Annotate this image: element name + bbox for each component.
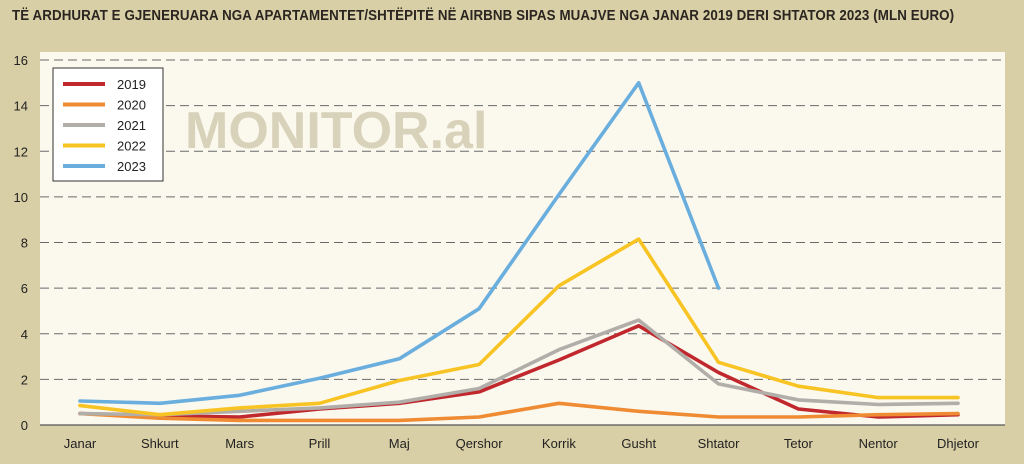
x-tick-label: Korrik [542,436,576,451]
y-tick-label: 6 [21,281,28,296]
y-tick-label: 14 [14,99,28,114]
legend: 2019 2020 2021 2022 2023 [52,67,164,182]
x-tick-label: Mars [225,436,254,451]
series-line-2019 [78,323,960,419]
x-tick-label: Shkurt [141,436,179,451]
x-axis: Janar Shkurt Mars Prill Maj Qershor Korrik Gush… [64,436,980,451]
y-tick-label: 4 [21,327,28,342]
x-tick-label: Qershor [456,436,504,451]
y-tick-label: 16 [14,53,28,68]
x-tick-label: Maj [389,436,410,451]
legend-label: 2022 [117,139,146,154]
plot-area [40,52,1005,425]
chart-title: TË ARDHURAT E GJENERUARA NGA APARTAMENTE… [12,8,955,24]
x-tick-label: Nentor [859,436,899,451]
legend-label: 2019 [117,77,146,92]
y-tick-label: 8 [21,236,28,251]
x-tick-label: Gusht [621,436,656,451]
series-line-2021 [78,318,960,417]
y-axis: 0 2 4 6 8 10 12 14 16 [14,53,28,433]
legend-label: 2021 [117,118,146,133]
x-tick-label: Tetor [784,436,814,451]
watermark-text: MONITOR.al [185,102,487,160]
y-tick-label: 0 [21,418,28,433]
y-tick-label: 10 [14,190,28,205]
x-tick-label: Dhjetor [937,436,980,451]
x-tick-label: Shtator [698,436,741,451]
y-tick-label: 2 [21,372,28,387]
series-lines [78,81,960,423]
x-tick-label: Prill [309,436,331,451]
series-line-2020 [78,401,960,423]
legend-label: 2023 [117,159,146,174]
grid-lines [40,59,1005,426]
legend-label: 2020 [117,98,146,113]
series-line-2023 [78,81,721,406]
y-tick-label: 12 [14,144,28,159]
x-tick-label: Janar [64,436,97,451]
series-line-2022 [78,237,960,417]
